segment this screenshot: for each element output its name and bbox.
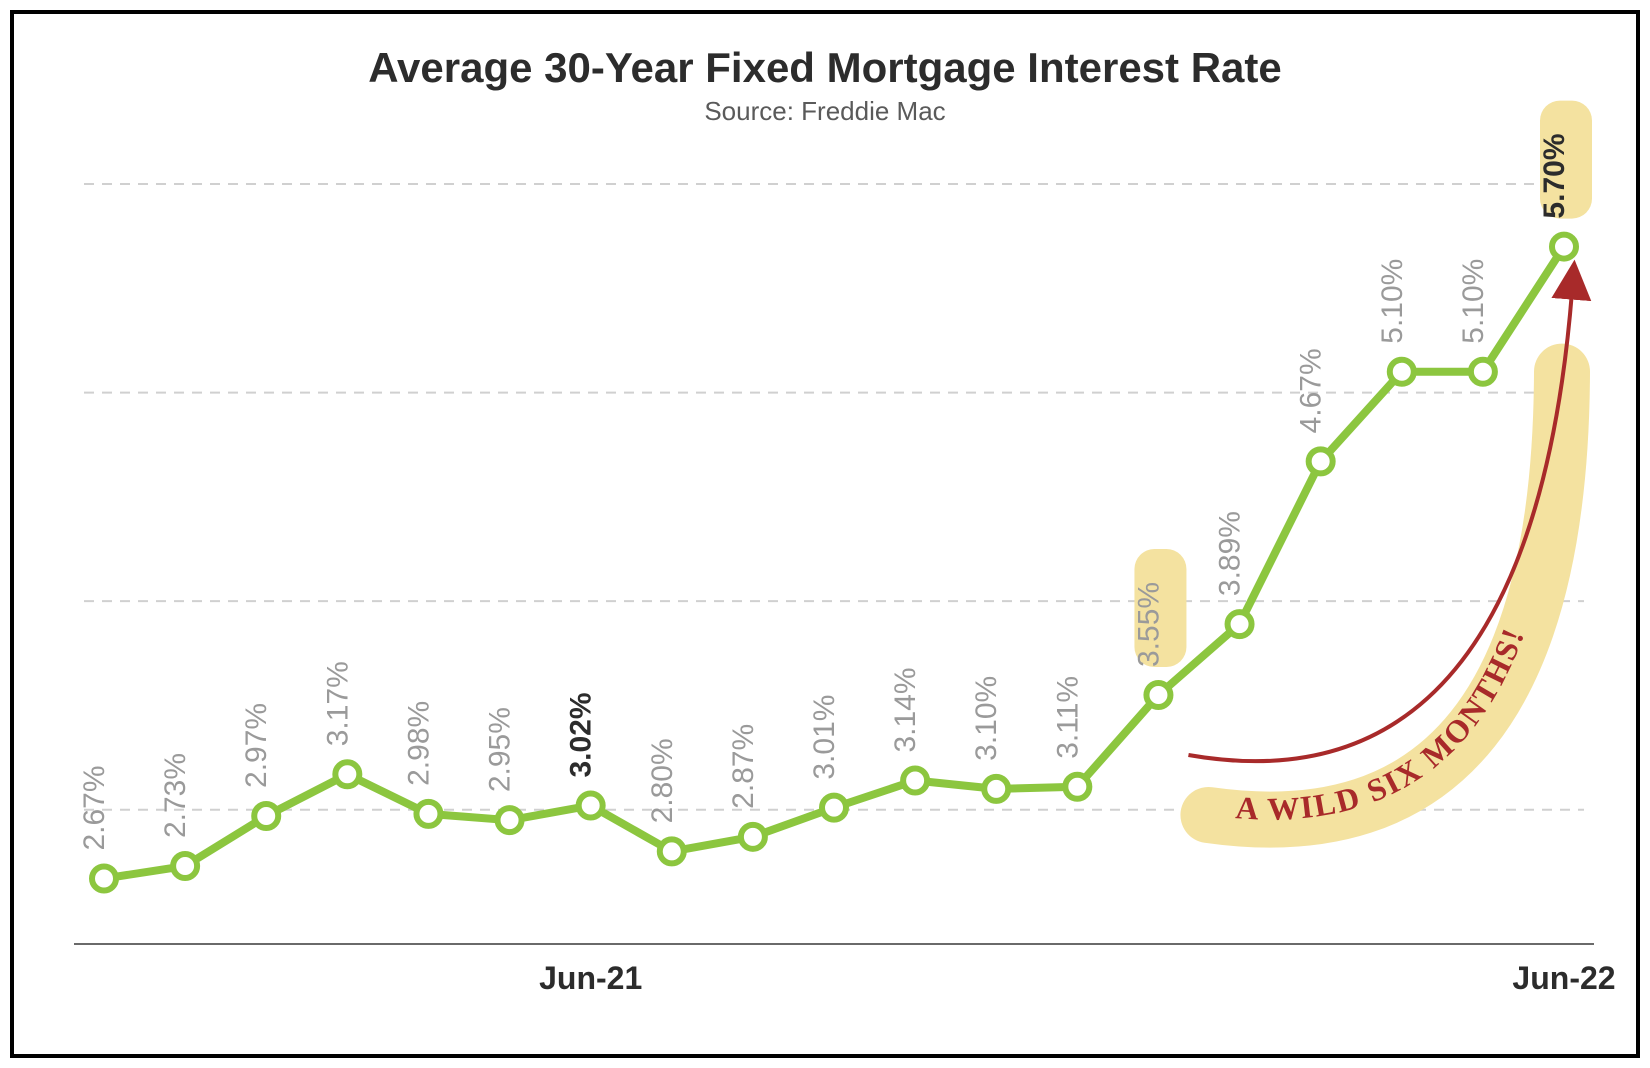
- data-label: 2.67%: [78, 765, 111, 850]
- data-labels: 2.67% 2.73% 2.97% 3.17% 2.98% 2.95% 3.02% 2.80%…: [78, 133, 1571, 850]
- chart-frame: Average 30-Year Fixed Mortgage Interest …: [10, 10, 1640, 1058]
- data-label: 2.97%: [240, 703, 273, 788]
- x-tick-label: Jun-22: [1512, 960, 1615, 996]
- data-label: 3.02%: [565, 692, 598, 777]
- data-label: 3.17%: [321, 661, 354, 746]
- data-label: 3.89%: [1214, 511, 1247, 596]
- data-label: 2.95%: [484, 707, 517, 792]
- data-label: 2.80%: [646, 738, 679, 823]
- data-label: 3.10%: [970, 676, 1003, 761]
- x-tick-labels: Jun-21 Jun-22: [539, 960, 1615, 996]
- line-chart: 2.67% 2.73% 2.97% 3.17% 2.98% 2.95% 3.02% 2.80%…: [14, 14, 1636, 1054]
- data-label: 2.73%: [159, 753, 192, 838]
- data-label: 3.55%: [1132, 582, 1165, 667]
- data-label: 3.01%: [808, 695, 841, 780]
- data-label: 4.67%: [1295, 348, 1328, 433]
- data-label: 5.10%: [1457, 259, 1490, 344]
- data-label: 5.70%: [1538, 133, 1571, 218]
- data-label: 2.98%: [402, 701, 435, 786]
- data-label: 5.10%: [1376, 259, 1409, 344]
- data-label: 3.11%: [1051, 676, 1084, 759]
- data-label: 3.14%: [889, 667, 922, 752]
- x-tick-label: Jun-21: [539, 960, 642, 996]
- data-label: 2.87%: [727, 724, 760, 809]
